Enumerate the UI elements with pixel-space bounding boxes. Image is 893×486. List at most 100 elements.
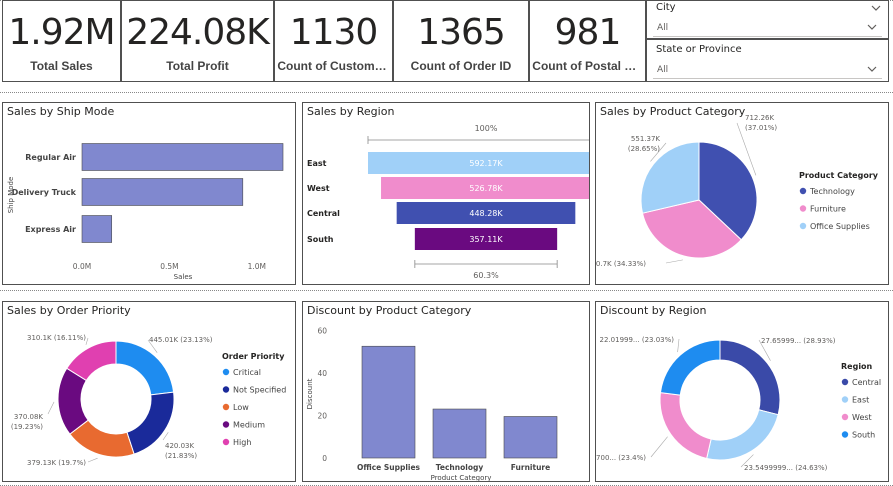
leader-line bbox=[162, 432, 169, 441]
category-label: Delivery Truck bbox=[12, 188, 77, 197]
legend-item: East bbox=[852, 396, 869, 405]
x-axis-title: Product Category bbox=[431, 474, 492, 481]
kpi-card-total-profit[interactable]: 224.08K Total Profit bbox=[121, 0, 274, 82]
product-category-pie-chart: 712.26K (37.01%) 660.7K (34.33%) 551.37K (28… bbox=[596, 114, 879, 268]
chart-title: Sales by Region bbox=[307, 105, 395, 118]
divider bbox=[0, 92, 893, 93]
data-label: (21.83%) bbox=[165, 452, 197, 460]
legend-title: Order Priority bbox=[222, 352, 285, 361]
funnel-bar bbox=[368, 152, 589, 174]
leader-line bbox=[736, 122, 757, 176]
chevron-down-icon[interactable] bbox=[870, 2, 882, 14]
x-tick-label: 1.0M bbox=[248, 262, 266, 271]
data-label: (37.01%) bbox=[745, 124, 777, 132]
x-tick-label: 0.0M bbox=[73, 262, 91, 271]
data-label: 712.26K bbox=[745, 114, 774, 122]
chevron-down-icon[interactable] bbox=[866, 63, 878, 75]
legend-marker bbox=[799, 222, 807, 230]
category-label: Technology bbox=[436, 463, 484, 472]
category-label: Office Supplies bbox=[357, 463, 421, 472]
card-discount-by-region: Discount by Region 27.65999... (28.93%) 2… bbox=[595, 301, 889, 482]
category-label: Central bbox=[307, 209, 340, 218]
slicer-title: State or Province bbox=[656, 44, 742, 55]
kpi-label: Total Profit bbox=[166, 59, 229, 73]
legend-item: Medium bbox=[233, 421, 265, 430]
kpi-value: 1130 bbox=[289, 12, 379, 53]
funnel-bottom-label: 60.3% bbox=[473, 271, 499, 280]
card-sales-by-order-priority: Sales by Order Priority 445.01K (23.13%)… bbox=[2, 301, 296, 482]
leader-line bbox=[758, 339, 771, 361]
legend-title: Region bbox=[841, 362, 873, 371]
kpi-card-order-count[interactable]: 1365 Count of Order ID bbox=[393, 0, 529, 82]
slice bbox=[659, 392, 712, 460]
state-dropdown[interactable]: All bbox=[653, 61, 882, 79]
kpi-card-postal-code-count[interactable]: 981 Count of Postal Code bbox=[529, 0, 646, 82]
kpi-card-total-sales[interactable]: 1.92M Total Sales bbox=[2, 0, 121, 82]
ship-mode-bar-chart: Regular Air Delivery Truck Express Air 0.0M… bbox=[7, 143, 284, 281]
funnel-top-label: 100% bbox=[475, 124, 498, 133]
bar bbox=[503, 416, 558, 459]
chevron-down-icon[interactable] bbox=[866, 21, 878, 33]
legend-item: Not Specified bbox=[233, 386, 286, 395]
slicer-value: All bbox=[657, 23, 669, 33]
bar bbox=[81, 178, 244, 206]
y-tick-label: 0 bbox=[322, 454, 327, 463]
data-label: 660.7K (34.33%) bbox=[596, 260, 646, 268]
legend-marker bbox=[222, 368, 230, 376]
leader-line bbox=[740, 454, 754, 468]
leader-line bbox=[650, 436, 668, 458]
kpi-card-customer-count[interactable]: 1130 Count of Customer... bbox=[274, 0, 393, 82]
funnel-value-label: 448.28K bbox=[469, 209, 503, 218]
leader-line bbox=[665, 259, 683, 264]
slice bbox=[640, 141, 700, 214]
divider bbox=[0, 290, 893, 291]
funnel-bar bbox=[414, 228, 558, 250]
slice bbox=[698, 141, 758, 241]
bar bbox=[81, 215, 113, 243]
x-axis-title: Sales bbox=[174, 273, 193, 281]
category-label: East bbox=[307, 159, 327, 168]
y-axis-title: Discount bbox=[306, 378, 314, 409]
legend-marker bbox=[799, 205, 807, 212]
legend-marker bbox=[222, 386, 230, 393]
legend-item: Low bbox=[233, 403, 249, 412]
kpi-label: Count of Customer... bbox=[277, 59, 390, 73]
bar bbox=[81, 143, 284, 171]
chart-title: Discount by Product Category bbox=[307, 304, 472, 317]
data-label: 379.13K (19.7%) bbox=[27, 459, 86, 467]
slicer-value: All bbox=[657, 65, 669, 75]
legend-title: Product Category bbox=[799, 171, 879, 180]
data-label: 23.5499999... (24.63%) bbox=[744, 464, 828, 472]
data-label: (19.23%) bbox=[11, 423, 43, 431]
legend-item: South bbox=[852, 431, 875, 440]
card-sales-by-ship-mode: Sales by Ship Mode Regular Air Delivery T… bbox=[2, 102, 296, 285]
data-label: 22.3700... (23.4%) bbox=[596, 454, 646, 462]
legend-marker bbox=[841, 413, 849, 421]
y-tick-label: 60 bbox=[317, 326, 327, 335]
funnel-value-label: 357.11K bbox=[469, 235, 503, 244]
kpi-label: Total Sales bbox=[30, 59, 93, 73]
data-label: 445.01K (23.13%) bbox=[149, 336, 213, 344]
leader-line bbox=[85, 337, 89, 345]
data-label: 310.1K (16.11%) bbox=[27, 334, 86, 342]
card-sales-by-product-category: Sales by Product Category 712.26K (37.01%… bbox=[595, 102, 889, 285]
legend-marker bbox=[799, 187, 807, 195]
order-priority-donut-chart: 445.01K (23.13%) 420.03K (21.83%) 379.13K (… bbox=[11, 334, 286, 467]
card-sales-by-region: Sales by Region 100% 592.17K East 526.78K We… bbox=[302, 102, 590, 285]
card-discount-by-product-category: Discount by Product Category 0 20 40 60 Offi… bbox=[302, 301, 590, 482]
leader-line bbox=[147, 339, 158, 353]
kpi-value: 224.08K bbox=[126, 12, 270, 53]
legend-item: Technology bbox=[809, 187, 855, 196]
data-label: 27.65999... (28.93%) bbox=[761, 337, 836, 345]
category-label: South bbox=[307, 235, 334, 244]
legend-marker bbox=[841, 431, 849, 438]
data-label: 22.01999... (23.03%) bbox=[600, 336, 675, 344]
funnel-bar bbox=[396, 202, 576, 224]
x-tick-label: 0.5M bbox=[160, 262, 178, 271]
category-label: Regular Air bbox=[25, 153, 76, 162]
y-tick-label: 40 bbox=[317, 369, 327, 378]
region-discount-donut-chart: 27.65999... (28.93%) 23.5499999... (24.63… bbox=[596, 336, 881, 472]
y-axis-title: Ship Mode bbox=[7, 177, 15, 214]
data-label: 370.08K bbox=[14, 413, 43, 421]
city-dropdown[interactable]: All bbox=[653, 19, 882, 37]
